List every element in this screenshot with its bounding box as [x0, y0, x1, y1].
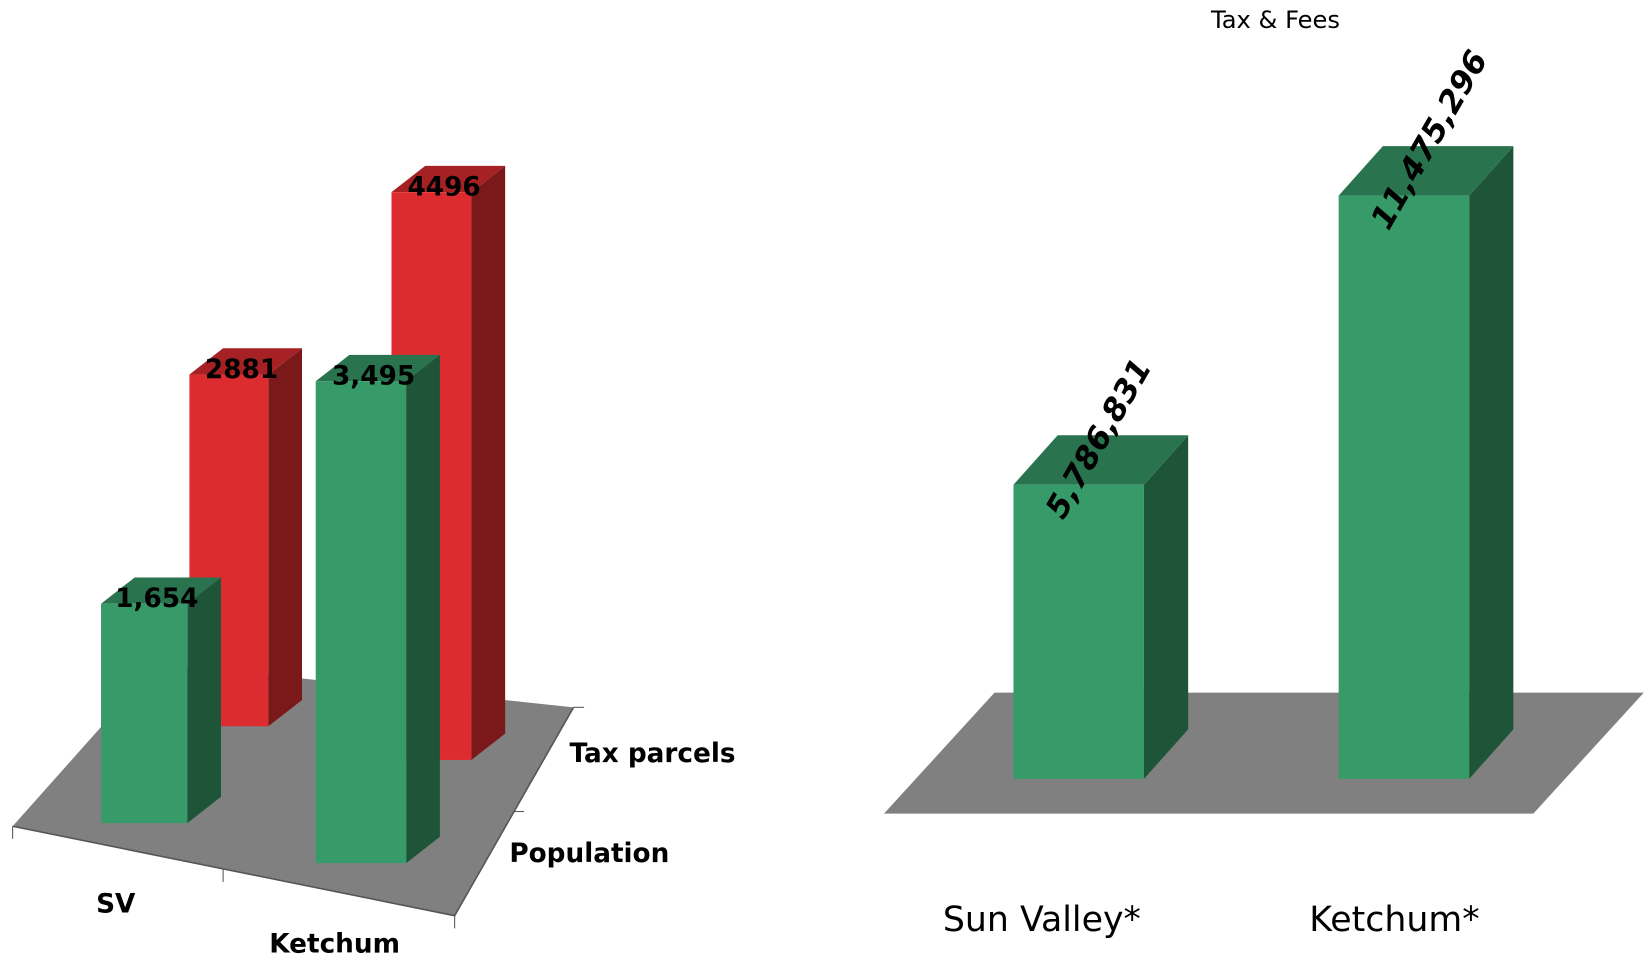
series-label: Population — [509, 839, 669, 869]
series-label: Tax parcels — [569, 739, 735, 769]
chart-title: Tax & Fees — [1210, 6, 1340, 34]
bar-top — [391, 165, 506, 193]
bar-top — [315, 354, 440, 382]
bar-side — [471, 165, 506, 760]
bar-top — [1338, 146, 1514, 196]
bar — [101, 603, 188, 824]
x-tick-label: Ketchum — [269, 930, 400, 960]
bar — [1013, 484, 1144, 779]
data-label: 3,495 — [332, 362, 415, 392]
x-tick-label: SV — [96, 890, 136, 920]
bar-side — [187, 577, 222, 824]
x-tick-label: Ketchum* — [1309, 900, 1479, 940]
bar-top — [1013, 435, 1189, 485]
x-tick-label: Sun Valley* — [943, 900, 1141, 940]
bar-side — [268, 348, 303, 727]
bar-side — [1469, 146, 1514, 779]
bar-side — [1143, 435, 1189, 779]
data-label: 4496 — [408, 172, 481, 202]
bar — [315, 381, 407, 864]
bar-top — [101, 577, 222, 604]
floor — [884, 692, 1644, 814]
data-label: 1,654 — [115, 584, 198, 614]
data-label: 2881 — [205, 355, 278, 385]
bar — [1338, 195, 1470, 779]
bar-top — [189, 348, 303, 375]
bar-side — [406, 354, 440, 864]
